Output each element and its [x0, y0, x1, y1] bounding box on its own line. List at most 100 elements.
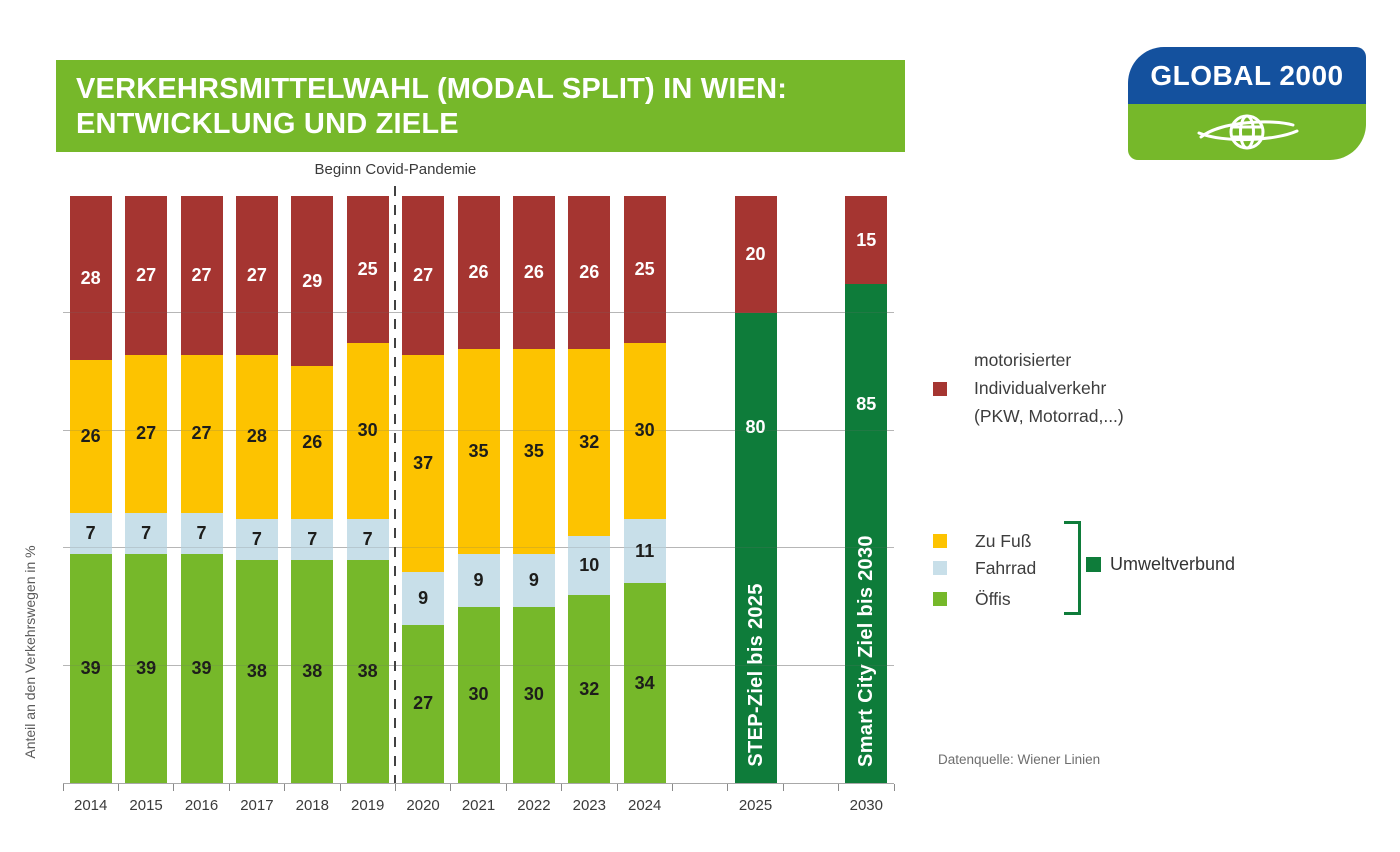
bar-segment-oeffis-2020: 27 [402, 624, 445, 783]
bar-value-label: 32 [579, 678, 600, 699]
bar-segment-zu_fuss-2023: 32 [568, 348, 611, 537]
bar-segment-fahrrad-2024: 11 [623, 518, 666, 584]
chart-plot: 39 7 26 28 2014 39 7 27 27 2015 39 7 27 27 2016 38 7 28 27… [62, 186, 895, 814]
bar-value-label: 27 [191, 423, 212, 444]
bar-segment-oeffis-2014: 39 [69, 554, 112, 783]
bar-column-2014: 39 7 26 28 [69, 196, 112, 783]
bar-segment-zu_fuss-2022: 35 [512, 348, 555, 555]
bar-rotated-label-2030: Smart City Ziel bis 2030 [854, 535, 877, 767]
x-axis-tick [284, 784, 286, 791]
bar-column-2030: Smart City Ziel bis 2030 85 15 [845, 196, 888, 783]
bar-value-label: 30 [357, 420, 378, 441]
bar-segment-miv-2016: 27 [180, 196, 223, 355]
legend-item-fahrrad: Fahrrad [933, 555, 1036, 581]
bar-value-label: 27 [413, 693, 434, 714]
bar-segment-oeffis-2023: 32 [568, 595, 611, 783]
bar-value-label: 38 [246, 660, 267, 681]
x-axis-label-2030: 2030 [849, 797, 883, 814]
bar-segment-oeffis-2022: 30 [512, 606, 555, 783]
x-axis-tick [339, 784, 341, 791]
page-title-line2: ENTWICKLUNG UND ZIELE [76, 108, 459, 140]
bar-value-label: 38 [302, 660, 323, 681]
legend-oeffis-label: Öffis [975, 588, 1011, 609]
bar-segment-miv-2019: 25 [346, 196, 389, 343]
x-axis-tick [671, 784, 673, 791]
x-axis-tick [173, 784, 175, 791]
legend-miv-line2: Individualverkehr [974, 378, 1107, 398]
global2000-logo: GLOBAL 2000 [1128, 47, 1366, 160]
gridline-overlay-20 [63, 664, 894, 666]
bar-segment-miv-2022: 26 [512, 196, 555, 349]
bar-value-label: 9 [473, 569, 484, 590]
bar-segment-fahrrad-2019: 7 [346, 518, 389, 560]
x-axis-label-2022: 2022 [517, 797, 551, 814]
bar-segment-miv-2020: 27 [402, 196, 445, 355]
umweltverbund-bracket [1064, 521, 1081, 615]
legend-miv-line3: (PKW, Motorrad,...) [974, 406, 1124, 426]
bar-segment-zu_fuss-2017: 28 [235, 354, 278, 519]
bar-value-label: 30 [634, 420, 655, 441]
gridline-overlay-60 [63, 429, 894, 431]
bar-segment-fahrrad-2015: 7 [125, 513, 168, 555]
x-axis-tick [782, 784, 784, 791]
logo-wordmark: GLOBAL 2000 [1128, 47, 1366, 104]
bar-segment-oeffis-2024: 34 [623, 583, 666, 783]
y-axis-label: Anteil an den Verkehrswegen in % [22, 545, 38, 759]
bar-value-label: 39 [80, 658, 101, 679]
bar-value-label: 9 [418, 587, 429, 608]
bar-value-label: 7 [196, 523, 207, 544]
bar-value-label: 7 [307, 528, 318, 549]
bar-segment-oeffis-2021: 30 [457, 606, 500, 783]
bar-segment-fahrrad-2023: 10 [568, 536, 611, 596]
legend-item-umweltverbund: Umweltverbund [1086, 550, 1235, 578]
bar-column-2022: 30 9 35 26 [512, 196, 555, 783]
bar-column-2021: 30 9 35 26 [457, 196, 500, 783]
x-axis-label-2015: 2015 [129, 797, 163, 814]
x-axis-label-2018: 2018 [295, 797, 329, 814]
bar-value-label: 30 [523, 684, 544, 705]
x-axis-tick [838, 784, 840, 791]
bar-segment-zu_fuss-2019: 30 [346, 342, 389, 519]
bar-column-2020: 27 9 37 27 [402, 196, 445, 783]
x-axis-tick [505, 784, 507, 791]
legend-umweltverbund-label: Umweltverbund [1110, 553, 1236, 574]
bar-value-label: 35 [468, 440, 489, 461]
x-axis-label-2019: 2019 [351, 797, 385, 814]
x-axis-line [63, 783, 894, 784]
x-axis-label-2020: 2020 [406, 797, 440, 814]
bar-value-label: 20 [745, 244, 766, 265]
x-axis-tick [62, 784, 64, 791]
bar-segment-zu_fuss-2020: 37 [402, 354, 445, 572]
bar-segment-fahrrad-2017: 7 [235, 518, 278, 560]
bar-value-label: 28 [80, 267, 101, 288]
bar-segment-miv-2030: 15 [845, 196, 888, 285]
umweltverbund-swatch-icon [1086, 556, 1101, 572]
bar-segment-fahrrad-2014: 7 [69, 513, 112, 555]
bar-segment-zu_fuss-2018: 26 [291, 366, 334, 519]
bar-value-label: 25 [357, 258, 378, 279]
legend-item-miv: motorisierter Individualverkehr (PKW, Mo… [933, 346, 1124, 430]
bar-value-label: 39 [136, 658, 157, 679]
covid-annotation-label: Beginn Covid-Pandemie [314, 161, 477, 178]
x-axis-label-2021: 2021 [461, 797, 496, 814]
x-axis-tick [394, 784, 396, 791]
bar-segment-fahrrad-2016: 7 [180, 513, 223, 555]
bar-value-label: 39 [191, 658, 212, 679]
bar-value-label: 26 [80, 426, 101, 447]
x-axis-label-2024: 2024 [628, 797, 662, 814]
bar-value-label: 85 [856, 393, 877, 414]
zu-fuss-swatch-icon [933, 534, 947, 548]
bar-segment-zu_fuss-2016: 27 [180, 354, 223, 513]
bar-segment-miv-2014: 28 [69, 196, 112, 361]
page-title-line1: VERKEHRSMITTELWAHL (MODAL SPLIT) IN WIEN… [76, 73, 788, 105]
bar-value-label: 11 [635, 540, 655, 561]
bar-segment-oeffis-2015: 39 [125, 554, 168, 783]
bar-value-label: 26 [302, 432, 323, 453]
bar-segment-oeffis-2019: 38 [346, 559, 389, 783]
bar-column-2024: 34 11 30 25 [623, 196, 666, 783]
bar-value-label: 37 [413, 452, 434, 473]
bar-segment-miv-2015: 27 [125, 196, 168, 355]
bar-segment-fahrrad-2020: 9 [402, 571, 445, 625]
bar-value-label: 34 [634, 672, 655, 693]
bar-segment-miv-2023: 26 [568, 196, 611, 349]
